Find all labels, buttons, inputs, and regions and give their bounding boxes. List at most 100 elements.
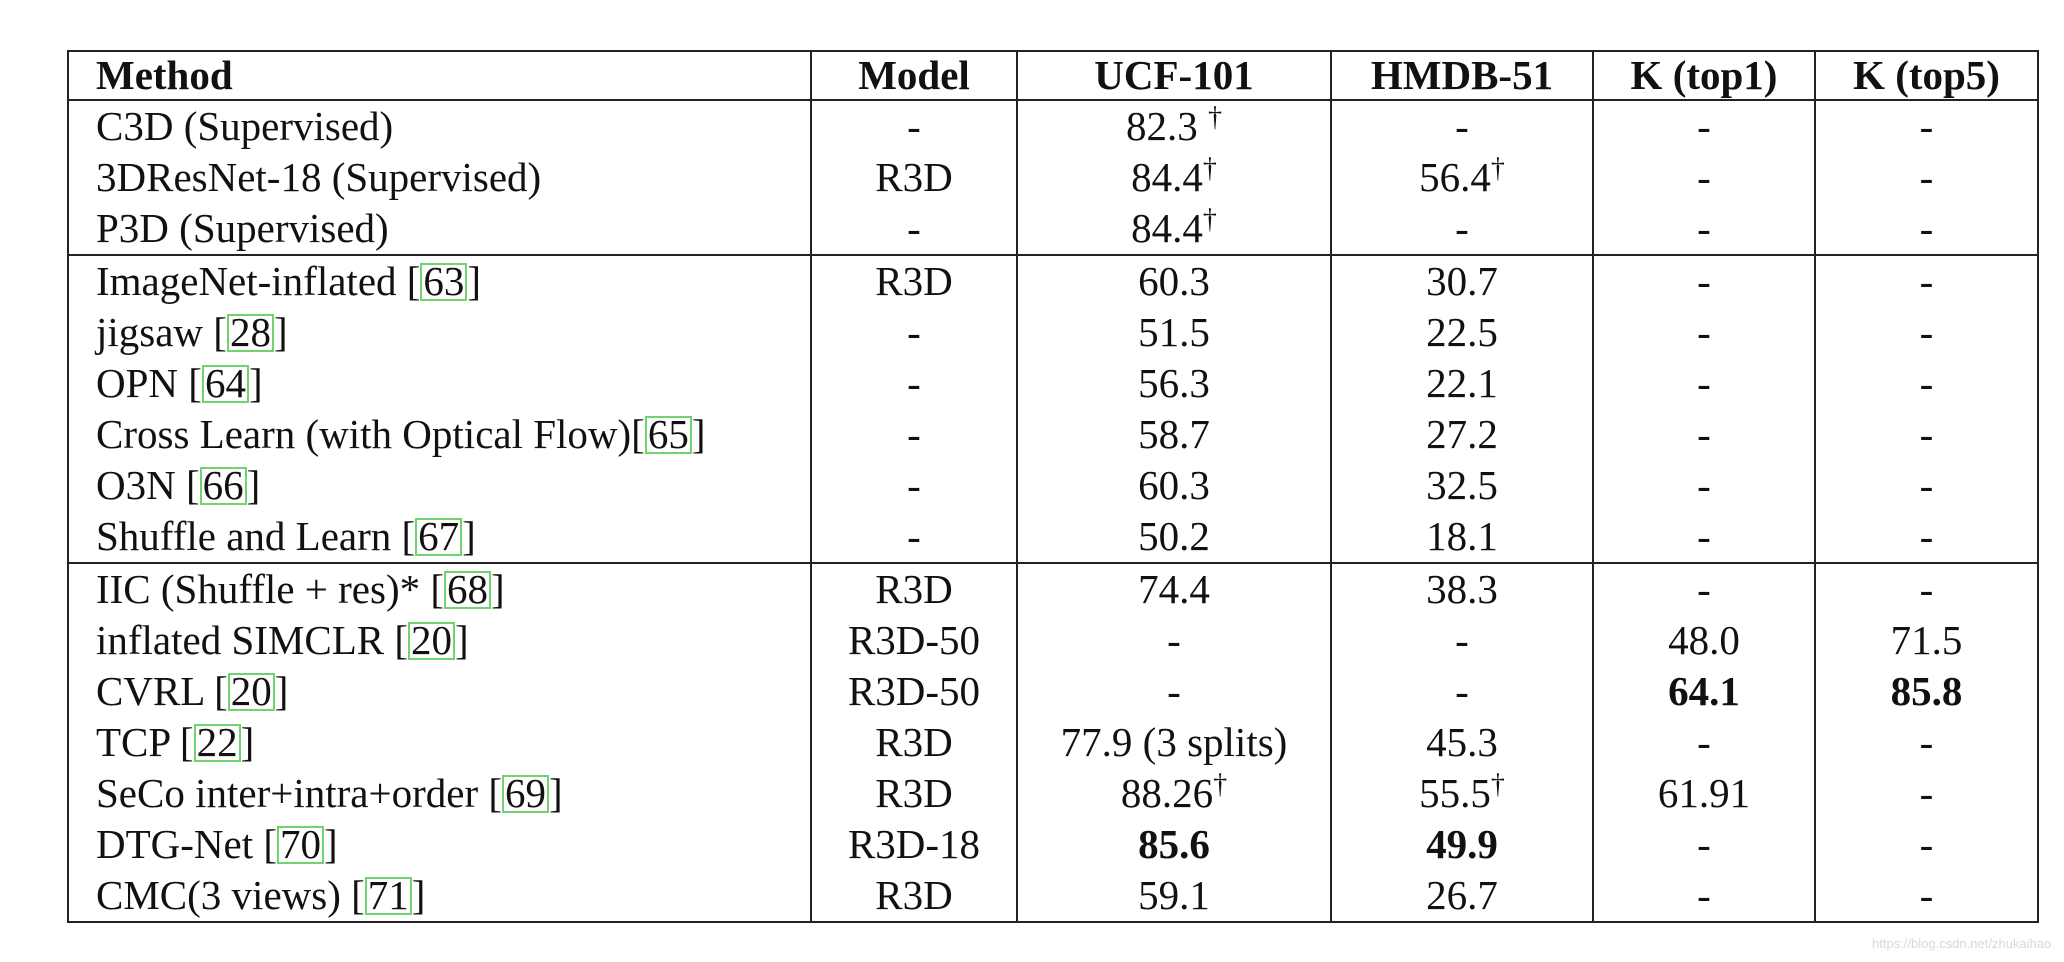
cell-kinetics-top5-value: - [1919, 103, 1934, 149]
citation-bracket: ] [240, 719, 255, 765]
cell-ucf101: 50.2 [1016, 511, 1332, 563]
cell-kinetics-top1: - [1592, 562, 1816, 615]
citation-bracket: ] [273, 309, 288, 355]
cell-kinetics-top1: - [1592, 511, 1816, 563]
cell-method: CMC(3 views) [71] [67, 870, 812, 923]
table-row: TCP [22] R3D 77.9 (3 splits) 45.3- - [67, 717, 2039, 768]
cell-hmdb51: - [1330, 615, 1594, 666]
cell-model: R3D [810, 870, 1018, 923]
cell-ucf101: 51.5 [1016, 307, 1332, 358]
cell-hmdb51: 27.2 [1330, 409, 1594, 460]
cell-ucf101: 84.4† [1016, 152, 1332, 203]
cell-hmdb51-value: 27.2 [1426, 411, 1498, 457]
cell-model: R3D [810, 152, 1018, 203]
cell-model: - [810, 358, 1018, 409]
cell-hmdb51-value: 45.3 [1426, 719, 1498, 765]
cell-ucf101: - [1016, 615, 1332, 666]
cell-kinetics-top1-value: - [1697, 103, 1711, 149]
cell-hmdb51-value: 22.5 [1426, 309, 1498, 355]
cell-kinetics-top5-value: - [1919, 309, 1934, 355]
cell-kinetics-top5-value: 71.5 [1890, 617, 1963, 663]
citation-link[interactable]: 65 [644, 414, 692, 454]
table-row: CVRL [20] R3D-50- -64.1 85.8 [67, 666, 2039, 717]
cell-method: C3D (Supervised) [67, 99, 812, 152]
table-row: C3D (Supervised) -82.3 † - - - [67, 99, 2039, 152]
cell-hmdb51-value: 49.9 [1426, 821, 1498, 867]
citation-link[interactable]: 63 [420, 261, 468, 301]
cell-kinetics-top5-value: - [1919, 205, 1934, 251]
dagger-mark: † [1213, 769, 1228, 800]
citation-link[interactable]: 20 [408, 620, 456, 660]
citation-link[interactable]: 28 [226, 312, 274, 352]
cell-method: SeCo inter+intra+order [69] [67, 768, 812, 819]
method-name: P3D (Supervised) [96, 205, 389, 251]
cell-hmdb51-value: 22.1 [1426, 360, 1498, 406]
method-name: O3N [ [96, 462, 200, 508]
cell-method: inflated SIMCLR [20] [67, 615, 812, 666]
cell-kinetics-top1: - [1592, 358, 1816, 409]
cell-hmdb51-value: 18.1 [1426, 513, 1498, 559]
cell-kinetics-top1: - [1592, 460, 1816, 511]
citation-link[interactable]: 70 [277, 824, 325, 864]
cell-method: Shuffle and Learn [67] [67, 511, 812, 563]
cell-kinetics-top1-value: - [1697, 719, 1711, 765]
cell-hmdb51-value: 56.4 [1419, 154, 1491, 200]
cell-hmdb51: 56.4† [1330, 152, 1594, 203]
cell-ucf101-value: 50.2 [1138, 513, 1210, 559]
cell-model: R3D-50 [810, 666, 1018, 717]
header-model: Model [810, 50, 1018, 101]
cell-hmdb51: 26.7 [1330, 870, 1594, 923]
cell-hmdb51: - [1330, 99, 1594, 152]
header-method: Method [67, 50, 812, 101]
cell-kinetics-top5: - [1814, 358, 2039, 409]
cell-hmdb51: 49.9 [1330, 819, 1594, 870]
cell-hmdb51-value: - [1455, 668, 1469, 714]
cell-hmdb51: 22.1 [1330, 358, 1594, 409]
citation-bracket: ] [411, 872, 426, 918]
citation-link[interactable]: 20 [227, 671, 275, 711]
header-kinetics-top5: K (top5) [1814, 50, 2039, 101]
cell-kinetics-top1-value: - [1697, 513, 1711, 559]
cell-kinetics-top1: - [1592, 819, 1816, 870]
cell-kinetics-top1-value: 64.1 [1668, 668, 1740, 714]
cell-ucf101: 84.4† [1016, 203, 1332, 255]
cell-ucf101: 59.1 [1016, 870, 1332, 923]
citation-link[interactable]: 22 [193, 722, 241, 762]
table-row: IIC (Shuffle + res)* [68] R3D 74.4 38.3- - [67, 562, 2039, 615]
cell-hmdb51-value: 32.5 [1426, 462, 1498, 508]
cell-method: OPN [64] [67, 358, 812, 409]
table-row: ImageNet-inflated [63] R3D 60.3 30.7- - [67, 254, 2039, 307]
header-ucf101: UCF-101 [1016, 50, 1332, 101]
cell-kinetics-top5-value: - [1919, 821, 1934, 867]
method-name: jigsaw [ [96, 309, 227, 355]
cell-kinetics-top5: 85.8 [1814, 666, 2039, 717]
citation-link[interactable]: 71 [364, 875, 412, 915]
cell-hmdb51-value: - [1455, 103, 1469, 149]
cell-hmdb51: - [1330, 203, 1594, 255]
cell-ucf101-value: 58.7 [1138, 411, 1210, 457]
cell-kinetics-top1: - [1592, 717, 1816, 768]
cell-model: - [810, 511, 1018, 563]
citation-link[interactable]: 67 [415, 516, 463, 556]
cell-ucf101: 74.4 [1016, 562, 1332, 615]
cell-ucf101: 88.26† [1016, 768, 1332, 819]
citation-link[interactable]: 64 [201, 363, 249, 403]
method-name: DTG-Net [ [96, 821, 278, 867]
cell-kinetics-top5: - [1814, 99, 2039, 152]
citation-link[interactable]: 69 [502, 773, 550, 813]
citation-link[interactable]: 68 [444, 569, 491, 609]
cell-kinetics-top5: - [1814, 460, 2039, 511]
cell-ucf101: 60.3 [1016, 460, 1332, 511]
dagger-mark: † [1202, 153, 1217, 184]
cell-kinetics-top5-value: - [1919, 513, 1934, 559]
cell-ucf101-value: - [1167, 617, 1181, 663]
cell-ucf101-value: 82.3 [1126, 103, 1208, 149]
cell-ucf101-value: 51.5 [1138, 309, 1210, 355]
dagger-mark: † [1490, 769, 1505, 800]
cell-kinetics-top1: - [1592, 254, 1816, 307]
cell-hmdb51-value: - [1455, 205, 1469, 251]
cell-hmdb51: 22.5 [1330, 307, 1594, 358]
table-row: jigsaw [28] -51.5 22.5- - [67, 307, 2039, 358]
citation-link[interactable]: 66 [199, 465, 247, 505]
table-row: DTG-Net [70] R3D-18 85.6 49.9- - [67, 819, 2039, 870]
